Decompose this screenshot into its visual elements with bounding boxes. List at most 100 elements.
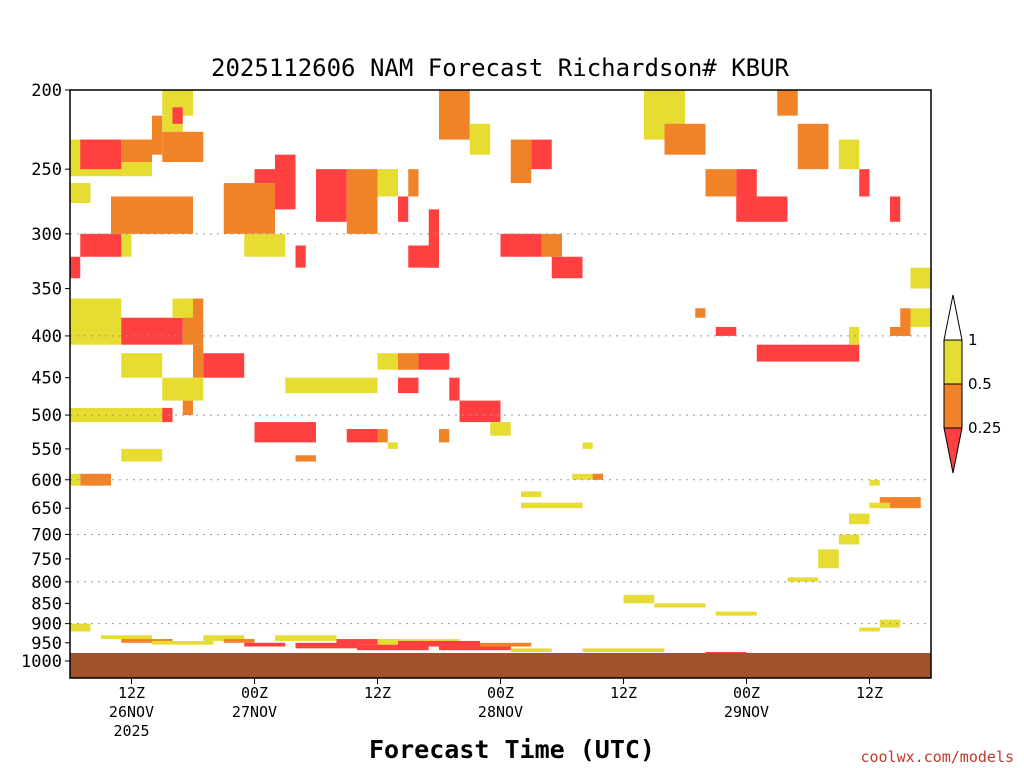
- ri-cell-82: [910, 308, 931, 327]
- y-tick-label-950: 950: [31, 634, 62, 654]
- ri-cell-32: [295, 245, 306, 268]
- ri-cell-55: [418, 353, 450, 370]
- ri-cell-15: [121, 317, 183, 345]
- colorbar-label-0.25: 0.25: [968, 419, 1001, 437]
- y-tick-label-250: 250: [31, 160, 62, 180]
- ri-cell-14: [70, 298, 122, 345]
- ri-cell-57: [449, 377, 460, 401]
- ri-cell-9: [70, 183, 91, 203]
- y-axis-ticks: 200 250 300 350 400 450 500 550 600 650 700 750 8008…: [21, 81, 70, 672]
- y-tick-label-450: 450: [31, 369, 62, 389]
- ri-cell-75: [890, 196, 901, 222]
- ri-cell-49: [346, 428, 378, 443]
- ri-cell-8: [193, 131, 204, 162]
- ri-cell-20: [121, 353, 163, 378]
- ri-cell-42: [510, 139, 532, 184]
- ri-cell-6: [162, 131, 193, 162]
- ri-cell-19: [193, 344, 204, 378]
- ri-cell-51: [387, 442, 398, 449]
- x-tick-label-0-2: 26NOV: [109, 703, 154, 721]
- ri-cell-91: [787, 577, 819, 582]
- ri-cell-64: [521, 491, 542, 498]
- ri-cell-106: [336, 639, 398, 645]
- ri-cell-112: [510, 648, 552, 653]
- colorbar-segment-high: [943, 339, 963, 385]
- ri-cell-36: [398, 196, 409, 222]
- y-tick-label-650: 650: [31, 499, 62, 519]
- ri-cell-92: [623, 594, 655, 604]
- ri-cell-89: [838, 534, 860, 545]
- ri-cell-43: [531, 139, 552, 170]
- ri-cell-98: [100, 635, 152, 640]
- ri-cell-76: [756, 344, 860, 362]
- ri-cell-86: [879, 497, 921, 509]
- ri-cell-99: [121, 639, 173, 643]
- ri-cell-23: [162, 407, 173, 423]
- credit-text: coolwx.com/models: [860, 748, 1014, 766]
- ri-cell-7: [172, 107, 183, 124]
- ri-cell-24: [182, 400, 193, 416]
- y-tick-label-550: 550: [31, 440, 62, 460]
- ri-cell-80: [890, 326, 911, 336]
- colorbar-label-0.5: 0.5: [968, 375, 992, 393]
- ri-cell-87: [869, 502, 890, 509]
- ri-cell-50: [377, 428, 388, 443]
- ri-cell-101: [203, 635, 245, 641]
- ri-cell-88: [849, 513, 870, 525]
- ri-cell-93: [654, 603, 706, 608]
- ri-cell-83: [910, 267, 931, 289]
- ri-cell-94: [715, 611, 757, 616]
- ri-cell-35: [377, 169, 398, 197]
- ri-cell-21: [162, 377, 204, 401]
- chart-title: 2025112606 NAM Forecast Richardson# KBUR: [211, 54, 790, 82]
- y-tick-label-750: 750: [31, 550, 62, 570]
- ri-cell-3: [152, 115, 163, 155]
- ri-cell-113: [582, 648, 665, 653]
- ri-cell-71: [777, 90, 798, 116]
- ri-cell-22: [70, 407, 163, 423]
- ground-band: [70, 653, 931, 678]
- ri-cell-34: [346, 169, 378, 234]
- x-tick-label-1-2: 27NOV: [232, 703, 277, 721]
- ri-cell-103: [244, 642, 286, 647]
- y-tick-label-1000: 1000: [21, 652, 62, 672]
- heatmap-cells: [70, 90, 931, 653]
- ri-cell-26: [80, 473, 111, 486]
- ri-cell-96: [859, 627, 880, 632]
- y-tick-label-400: 400: [31, 327, 62, 347]
- y-tick-label-700: 700: [31, 525, 62, 545]
- ri-cell-58: [459, 400, 501, 423]
- colorbar-segment-mid: [943, 383, 963, 429]
- ri-cell-47: [254, 422, 316, 443]
- ri-cell-59: [285, 377, 378, 394]
- ri-cell-85: [869, 479, 880, 486]
- ri-cell-62: [572, 473, 603, 480]
- x-tick-label-6-1: 12Z: [856, 684, 883, 702]
- ri-cell-109: [398, 640, 480, 647]
- ri-cell-30: [275, 154, 296, 210]
- ri-cell-53: [377, 353, 398, 370]
- x-tick-label-0-3: 2025: [113, 722, 149, 740]
- ri-cell-54: [398, 353, 419, 370]
- ri-cell-45: [541, 233, 562, 257]
- y-tick-label-200: 200: [31, 81, 62, 101]
- ri-cell-110: [439, 646, 511, 651]
- ri-cell-72: [797, 123, 829, 170]
- x-axis-label: Forecast Time (UTC): [369, 735, 655, 764]
- x-tick-label-2-1: 12Z: [364, 684, 391, 702]
- ri-cell-13: [70, 256, 81, 279]
- ri-cell-18: [203, 353, 245, 378]
- ri-cell-70: [736, 196, 788, 222]
- ri-cell-67: [664, 123, 706, 155]
- ri-cell-2: [121, 139, 152, 162]
- ri-cell-107: [357, 644, 429, 651]
- ri-cell-25: [121, 448, 163, 462]
- ri-cell-114: [705, 652, 747, 653]
- colorbar-label-1: 1: [968, 331, 978, 349]
- y-tick-label-500: 500: [31, 406, 62, 426]
- ri-cell-39: [408, 245, 439, 268]
- ri-cell-81: [900, 308, 911, 327]
- ri-cell-78: [695, 308, 706, 318]
- ri-cell-40: [439, 90, 470, 140]
